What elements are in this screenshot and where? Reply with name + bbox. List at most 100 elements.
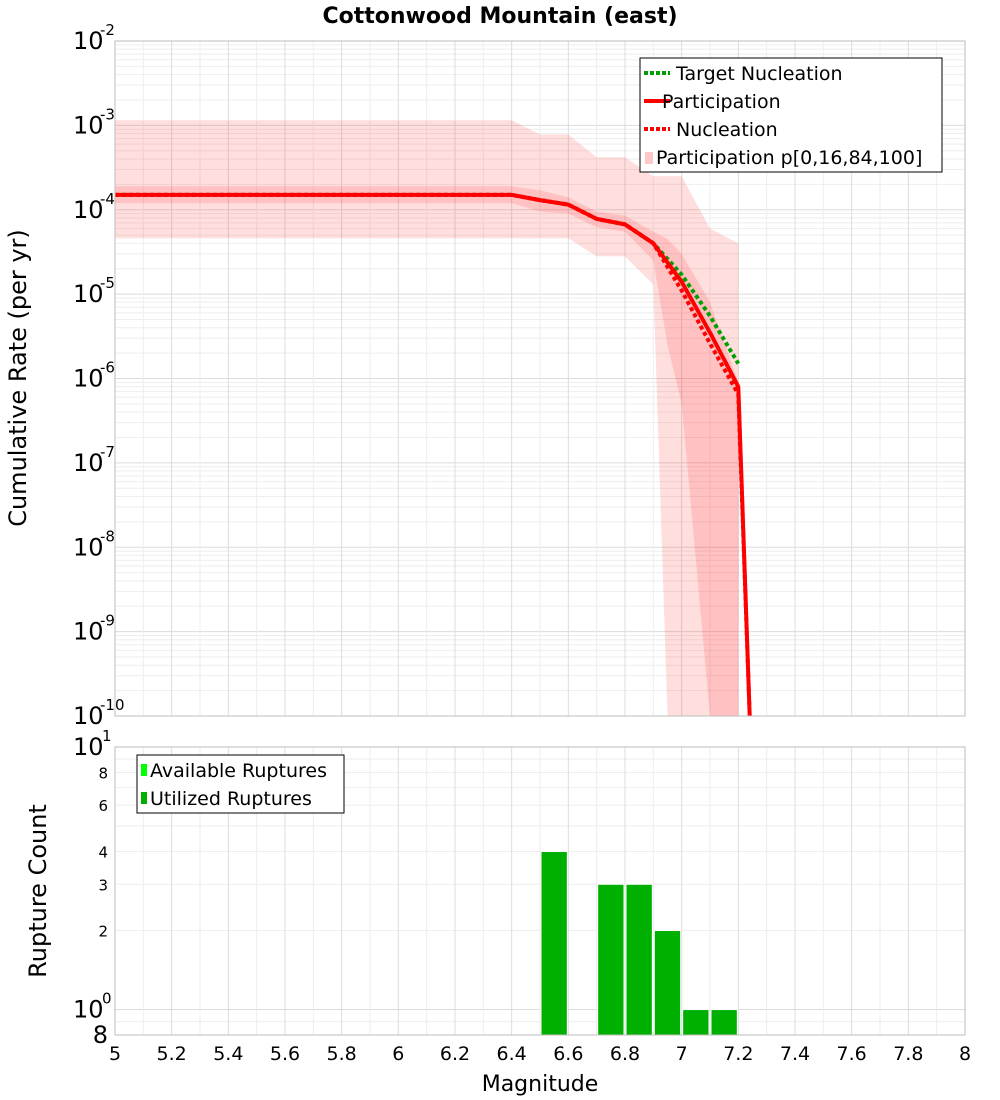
legend-target-nucleation: Target Nucleation [644,63,843,85]
svg-text:-4: -4 [100,190,115,208]
rate-y-tick-label: 10-10 [73,696,125,730]
participation-band-outer [115,120,739,717]
rate-y-tick-label: 10-7 [73,443,115,477]
svg-text:2: 2 [98,923,108,941]
svg-text:-7: -7 [100,443,115,461]
rupture-y-tick-label: 3 [98,876,108,894]
svg-text:8: 8 [93,1021,108,1049]
svg-text:10: 10 [73,702,104,730]
magnitude-x-tick-label: 7.6 [837,1043,867,1065]
legend-available-ruptures: Available Ruptures [141,760,327,782]
svg-text:-10: -10 [100,696,125,714]
svg-text:-6: -6 [100,359,115,377]
rupture-y-tick-label: 8 [93,1021,108,1049]
rate-lines [115,192,752,717]
svg-text:10: 10 [73,111,104,139]
magnitude-x-tick-label: 5.4 [213,1043,243,1065]
svg-text:6: 6 [98,797,108,815]
svg-text:10: 10 [73,365,104,393]
rate-plot-frame [114,40,966,717]
rupture-legend-box [136,754,345,814]
svg-text:10: 10 [73,27,104,55]
participation-bands [115,120,739,717]
svg-text:10: 10 [73,996,104,1024]
rupture-bars [540,850,738,1036]
magnitude-x-tick-label: 6.6 [553,1043,583,1065]
rupture-y-tick-label: 101 [73,727,112,761]
rupture-y-tick-label: 8 [98,764,108,782]
svg-text:Participation: Participation [662,91,781,113]
svg-text:10: 10 [73,618,104,646]
svg-text:3: 3 [98,876,108,894]
svg-text:10: 10 [73,733,104,761]
svg-text:-9: -9 [100,612,115,630]
rupture-y-axis-label: Rupture Count [24,804,52,978]
magnitude-x-tick-label: 5 [109,1043,121,1065]
rupture-bar [682,1009,710,1036]
magnitude-x-tick-label: 6 [392,1043,404,1065]
rate-y-tick-label: 10-9 [73,612,115,646]
svg-text:Target Nucleation: Target Nucleation [675,63,843,85]
legend-utilized-ruptures: Utilized Ruptures [141,788,312,810]
svg-text:Available Ruptures: Available Ruptures [150,760,327,782]
magnitude-x-tick-label: 8 [959,1043,971,1065]
svg-text:10: 10 [73,449,104,477]
svg-text:-2: -2 [100,21,115,39]
rate-y-tick-label: 10-2 [73,21,115,55]
rate-y-tick-label: 10-8 [73,527,115,561]
rupture-y-tick-label: 4 [98,843,108,861]
magnitude-x-axis-label: Magnitude [482,1072,599,1097]
rupture-plot-frame [114,746,966,1036]
magnitude-x-tick-label: 6.2 [440,1043,470,1065]
rate-y-tick-label: 10-6 [73,359,115,393]
rate-panel: 10-210-310-410-510-610-710-810-910-10 Cu… [4,21,966,730]
magnitude-x-tick-label: 5.2 [157,1043,187,1065]
magnitude-x-tick-label: 6.4 [497,1043,527,1065]
svg-text:8: 8 [98,764,108,782]
rupture-bar [653,930,682,1036]
svg-text:0: 0 [102,990,112,1008]
participation-line [115,192,752,717]
magnitude-x-tick-label: 7.4 [780,1043,810,1065]
magnitude-x-tick-label: 5.8 [327,1043,357,1065]
rupture-y-tick-label: 6 [98,797,108,815]
magnitude-x-tick-label: 7 [676,1043,688,1065]
rupture-y-tick-label: 100 [73,990,112,1024]
svg-text:-8: -8 [100,527,115,545]
svg-text:Utilized Ruptures: Utilized Ruptures [150,788,312,810]
magnitude-x-tick-label: 7.2 [723,1043,753,1065]
rate-legend: Target Nucleation Participation Nucleation… [639,57,943,173]
magnitude-x-tick-label: 7.8 [893,1043,923,1065]
rupture-bar [540,850,568,1036]
rate-y-ticks: 10-210-310-410-510-610-710-810-910-10 [73,21,125,730]
svg-text:Nucleation: Nucleation [676,119,778,141]
legend-participation: Participation [644,91,781,113]
svg-text:Participation p[0,16,84,100]: Participation p[0,16,84,100] [656,147,922,169]
chart-title: Cottonwood Mountain (east) [322,4,677,29]
magnitude-x-tick-label: 5.6 [270,1043,300,1065]
svg-text:10: 10 [73,280,104,308]
rupture-bar [710,1009,738,1036]
svg-text:4: 4 [98,843,108,861]
rate-y-axis-label: Cumulative Rate (per yr) [4,229,32,527]
rupture-bar [597,883,625,1036]
rate-y-tick-label: 10-5 [73,274,115,308]
legend-participation-band: Participation p[0,16,84,100] [645,147,922,169]
rupture-legend: Available Ruptures Utilized Ruptures [136,754,345,814]
svg-text:-3: -3 [100,105,115,123]
svg-text:-5: -5 [100,274,115,292]
rate-legend-box [639,57,943,173]
magnitude-x-tick-label: 6.8 [610,1043,640,1065]
svg-text:10: 10 [73,533,104,561]
svg-text:10: 10 [73,196,104,224]
magnitude-x-ticks: 5 5.2 5.4 5.6 5.8 6 6.2 6.4 6.6 6.8 7 7.2 7.4 7.6 7.8 8 [109,1043,971,1065]
rate-y-tick-label: 10-3 [73,105,115,139]
legend-nucleation: Nucleation [644,119,778,141]
rupture-bar [625,883,653,1036]
svg-text:1: 1 [102,727,112,745]
rate-y-tick-label: 10-4 [73,190,115,224]
rupture-y-tick-label: 2 [98,923,108,941]
